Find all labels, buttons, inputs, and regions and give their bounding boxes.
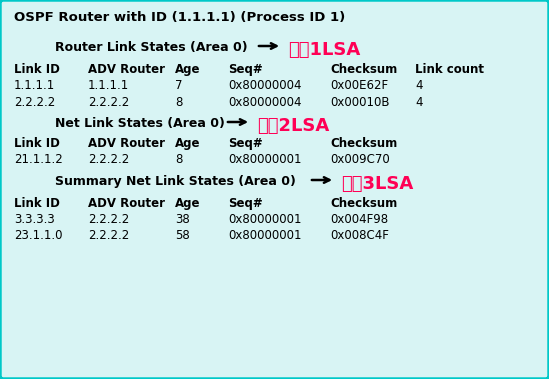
Text: Seq#: Seq# xyxy=(228,137,262,150)
Text: Age: Age xyxy=(175,63,200,76)
Text: 21.1.1.2: 21.1.1.2 xyxy=(14,153,63,166)
Text: Checksum: Checksum xyxy=(330,197,397,210)
Text: 类型2LSA: 类型2LSA xyxy=(257,117,329,135)
Text: Age: Age xyxy=(175,197,200,210)
Text: Checksum: Checksum xyxy=(330,137,397,150)
Text: 4: 4 xyxy=(415,79,423,92)
Text: 2.2.2.2: 2.2.2.2 xyxy=(88,229,129,242)
Text: 0x80000001: 0x80000001 xyxy=(228,153,301,166)
Text: 2.2.2.2: 2.2.2.2 xyxy=(88,213,129,226)
Text: Link count: Link count xyxy=(415,63,484,76)
Text: 8: 8 xyxy=(175,96,182,109)
Text: 类型1LSA: 类型1LSA xyxy=(288,41,360,59)
Text: Link ID: Link ID xyxy=(14,63,60,76)
Text: 2.2.2.2: 2.2.2.2 xyxy=(88,96,129,109)
Text: Link ID: Link ID xyxy=(14,197,60,210)
Text: 0x008C4F: 0x008C4F xyxy=(330,229,389,242)
Text: 1.1.1.1: 1.1.1.1 xyxy=(14,79,55,92)
Text: 0x009C70: 0x009C70 xyxy=(330,153,390,166)
Text: ADV Router: ADV Router xyxy=(88,137,165,150)
Text: 3.3.3.3: 3.3.3.3 xyxy=(14,213,55,226)
Text: OSPF Router with ID (1.1.1.1) (Process ID 1): OSPF Router with ID (1.1.1.1) (Process I… xyxy=(14,11,345,24)
Text: Link ID: Link ID xyxy=(14,137,60,150)
Text: 0x80000004: 0x80000004 xyxy=(228,79,301,92)
Text: Seq#: Seq# xyxy=(228,63,262,76)
Text: 2.2.2.2: 2.2.2.2 xyxy=(14,96,55,109)
Text: Net Link States (Area 0): Net Link States (Area 0) xyxy=(55,117,225,130)
Text: Seq#: Seq# xyxy=(228,197,262,210)
Text: 4: 4 xyxy=(415,96,423,109)
Text: Checksum: Checksum xyxy=(330,63,397,76)
Text: Age: Age xyxy=(175,137,200,150)
Text: ADV Router: ADV Router xyxy=(88,63,165,76)
Text: 58: 58 xyxy=(175,229,190,242)
Text: 0x80000001: 0x80000001 xyxy=(228,213,301,226)
Text: 23.1.1.0: 23.1.1.0 xyxy=(14,229,63,242)
Text: 1.1.1.1: 1.1.1.1 xyxy=(88,79,129,92)
Text: 0x004F98: 0x004F98 xyxy=(330,213,388,226)
Text: ADV Router: ADV Router xyxy=(88,197,165,210)
Text: 0x80000001: 0x80000001 xyxy=(228,229,301,242)
Text: 类型3LSA: 类型3LSA xyxy=(341,175,413,193)
Text: 2.2.2.2: 2.2.2.2 xyxy=(88,153,129,166)
Text: Summary Net Link States (Area 0): Summary Net Link States (Area 0) xyxy=(55,175,296,188)
Text: Router Link States (Area 0): Router Link States (Area 0) xyxy=(55,41,248,54)
Text: 0x00E62F: 0x00E62F xyxy=(330,79,388,92)
Text: 0x80000004: 0x80000004 xyxy=(228,96,301,109)
Text: 8: 8 xyxy=(175,153,182,166)
Text: 7: 7 xyxy=(175,79,182,92)
Text: 38: 38 xyxy=(175,213,190,226)
Text: 0x00010B: 0x00010B xyxy=(330,96,389,109)
